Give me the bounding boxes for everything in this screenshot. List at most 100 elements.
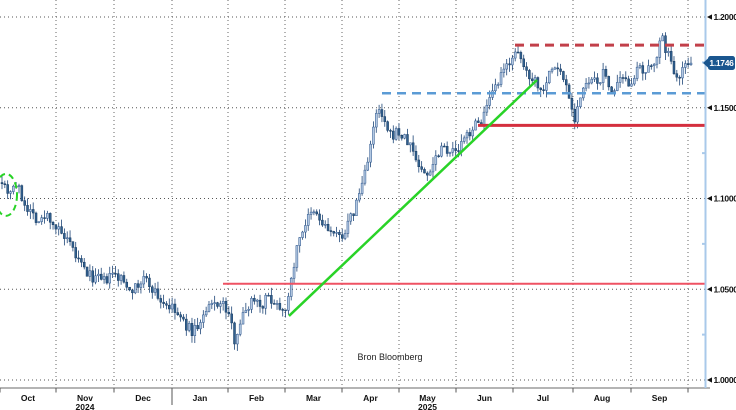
candle-body: [247, 309, 250, 311]
candle-body: [516, 51, 520, 54]
source-label: Bron Bloomberg: [357, 352, 422, 362]
candle-body: [185, 318, 188, 331]
candle-body: [542, 89, 545, 91]
candle-body: [43, 217, 46, 219]
candle-body: [443, 145, 446, 148]
candle-body: [261, 306, 265, 309]
candle-body: [60, 226, 63, 234]
candle-body: [584, 83, 588, 89]
candle-body: [335, 232, 338, 234]
badge-box: [708, 56, 735, 70]
month-label: Sep: [652, 393, 668, 403]
candle-body: [613, 90, 616, 92]
candle-body: [621, 77, 625, 79]
candle-body: [369, 143, 372, 163]
candle-body: [652, 63, 656, 67]
candle-body: [349, 213, 353, 222]
candle-body: [550, 68, 554, 72]
candle-body: [366, 161, 370, 171]
candle-body: [304, 225, 307, 233]
candle-body: [451, 148, 455, 153]
candle-body: [221, 301, 225, 304]
candle-body: [34, 212, 38, 223]
month-label: May: [419, 393, 436, 403]
candle-body: [547, 70, 551, 83]
candle-body: [309, 211, 313, 215]
candle-body: [431, 164, 435, 173]
candle-body: [454, 148, 457, 151]
candle-body: [312, 211, 316, 214]
candle-body: [414, 151, 418, 161]
candle-body: [380, 109, 384, 117]
candle-body: [323, 224, 327, 226]
candle-body: [51, 222, 55, 226]
candle-body: [377, 109, 381, 114]
candle-body: [383, 116, 387, 122]
candle-body: [267, 294, 270, 297]
candle-body: [40, 217, 43, 222]
candle-body: [661, 35, 664, 42]
candle-body: [105, 276, 109, 284]
candle-body: [284, 309, 287, 312]
year-label: 2024: [76, 402, 95, 410]
candle-body: [119, 275, 123, 281]
candle-body: [134, 283, 137, 294]
candle-body: [689, 62, 693, 65]
candle-body: [125, 281, 129, 288]
candle-body: [187, 323, 191, 331]
axis-tick-arrow-icon: [707, 105, 712, 111]
candle-body: [372, 126, 375, 145]
candle-body: [553, 67, 557, 70]
candle-body: [12, 185, 15, 192]
candle-body: [80, 258, 83, 263]
candle-body: [210, 303, 214, 305]
candle-body: [437, 155, 440, 158]
candle-body: [667, 51, 670, 53]
candle-body: [570, 98, 574, 110]
candle-body: [74, 247, 77, 259]
candle-body: [638, 65, 642, 68]
axis-tick-arrow-icon: [707, 377, 712, 383]
candle-body: [111, 273, 114, 275]
candle-body: [360, 182, 364, 194]
candle-body: [358, 193, 361, 201]
candle-body: [9, 191, 12, 194]
candle-body: [108, 273, 111, 284]
candle-body: [477, 120, 480, 123]
candle-body: [633, 78, 636, 85]
candle-body: [182, 316, 185, 320]
candle-body: [505, 63, 508, 70]
candle-body: [236, 334, 239, 345]
candle-body: [522, 58, 525, 68]
candle-body: [508, 63, 511, 66]
candle-body: [48, 213, 52, 223]
candle-body: [151, 286, 154, 293]
candle-body: [117, 273, 120, 281]
candle-body: [196, 325, 199, 330]
candle-body: [627, 78, 630, 87]
candle-body: [562, 71, 565, 80]
candle-body: [650, 65, 653, 67]
candle-body: [289, 277, 293, 297]
candle-body: [230, 313, 233, 324]
candle-body: [397, 128, 401, 136]
candle-body: [57, 226, 60, 230]
candle-body: [131, 289, 134, 294]
candle-body: [539, 87, 542, 90]
candle-body: [406, 134, 409, 146]
candle-body: [672, 61, 676, 74]
candle-body: [403, 134, 406, 139]
candle-body: [68, 237, 72, 242]
candle-body: [610, 86, 613, 92]
candle-body: [278, 303, 282, 310]
trend-line: [288, 79, 538, 317]
candle-body: [202, 314, 205, 323]
candle-body: [318, 213, 321, 221]
candle-body: [340, 234, 344, 239]
candle-body: [468, 132, 472, 137]
candle-body: [128, 286, 131, 291]
candle-body: [556, 67, 559, 70]
candle-body: [482, 111, 486, 126]
